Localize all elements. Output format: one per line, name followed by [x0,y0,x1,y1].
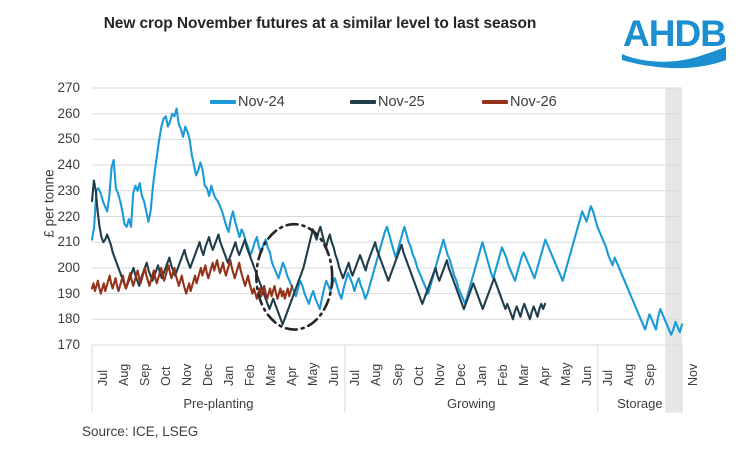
legend-swatch-nov25 [350,100,376,104]
legend-item-nov25[interactable]: Nov-25 [350,92,425,112]
y-tick-label: 180 [57,311,80,327]
y-tick-label: 170 [57,337,80,352]
svg-text:AHDB: AHDB [623,13,726,54]
legend-swatch-nov24 [210,100,236,104]
legend-item-nov24[interactable]: Nov-24 [210,92,285,112]
y-tick-label: 210 [57,234,80,250]
y-tick-label: 240 [57,157,80,173]
y-tick-label: 220 [57,208,80,224]
legend-label-nov24: Nov-24 [238,94,285,110]
chart-legend: Nov-24 Nov-25 Nov-26 [210,92,630,114]
chart-title: New crop November futures at a similar l… [103,15,537,32]
series-line-nov-25 [90,179,547,326]
legend-item-nov26[interactable]: Nov-26 [482,92,557,112]
series-line-nov-26 [90,259,294,300]
section-label: Storage [617,396,663,411]
y-tick-label: 250 [57,131,80,147]
y-tick-label: 260 [57,105,80,121]
y-tick-label: 230 [57,182,80,198]
source-note: Source: ICE, LSEG [82,424,199,439]
annotation-ellipse [255,222,334,331]
storage-shaded-block [665,88,682,413]
series-line-nov-24 [90,107,684,336]
section-label: Pre-planting [183,396,254,411]
legend-label-nov25: Nov-25 [378,94,425,110]
y-tick-label: 190 [57,285,80,301]
y-tick-label: 270 [57,80,80,95]
section-label: Growing [447,396,496,411]
ahdb-logo: AHDB [622,13,727,69]
legend-label-nov26: Nov-26 [510,94,557,110]
legend-swatch-nov26 [482,100,508,104]
y-tick-label: 200 [57,259,80,275]
